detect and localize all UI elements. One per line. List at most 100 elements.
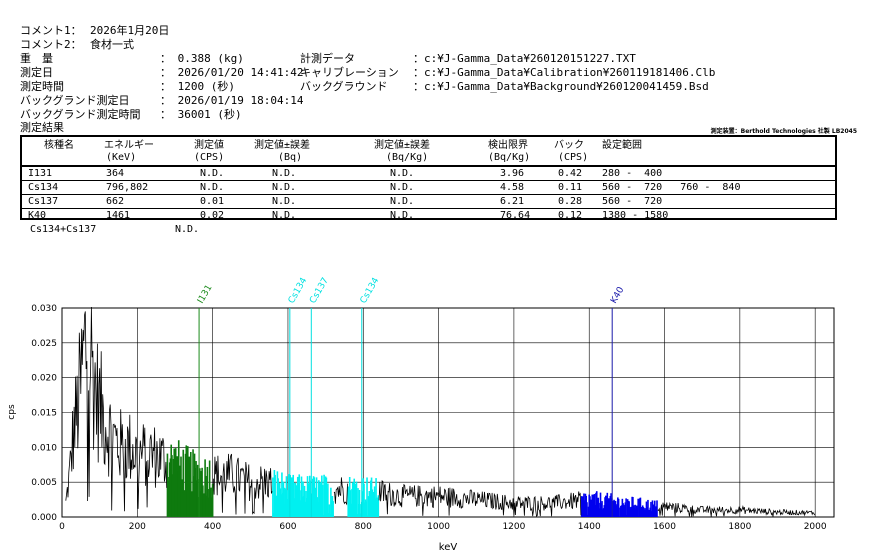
- bg-date-label: バックグランド測定日: [20, 94, 130, 107]
- x-tick-label: 2000: [804, 522, 827, 532]
- calibration-value: ：c:¥J-Gamma_Data¥Calibration¥26011918140…: [413, 66, 716, 79]
- header-energy: エネルギー: [104, 140, 154, 151]
- cell-nuclide: Cs134: [28, 182, 59, 193]
- results-label: 測定結果: [20, 121, 64, 134]
- y-tick-label: 0.030: [31, 304, 57, 314]
- sub-limit: (Bq/Kg): [488, 152, 531, 163]
- header-back: バック: [554, 140, 584, 151]
- results-table: 核種名 エネルギー 測定値 測定値±誤差 測定値±誤差 検出限界 バック 設定範…: [20, 135, 837, 222]
- bg-time-value: ： 36001 (秒): [160, 108, 242, 121]
- background-value: ：c:¥J-Gamma_Data¥Background¥260120041459…: [413, 80, 709, 93]
- grid: [62, 308, 834, 517]
- cell-cps: 0.01: [200, 196, 225, 207]
- y-tick-label: 0.005: [31, 478, 57, 488]
- bg-time-label: バックグランド測定時間: [20, 108, 141, 121]
- bg-date-value: ： 2026/01/19 18:04:14: [160, 94, 304, 107]
- table-row: Cs134 796,802 N.D. N.D. N.D. 4.58 0.11 5…: [22, 181, 835, 194]
- comment1-value: 2026年1月20日: [90, 24, 170, 37]
- device-label: 測定装置：Berthold Technologies 社製 LB2045: [710, 128, 857, 135]
- x-tick-label: 1200: [502, 522, 525, 532]
- cell-back: 0.12: [558, 210, 583, 221]
- marker-label: Cs137: [308, 276, 331, 305]
- x-tick-label: 1000: [427, 522, 450, 532]
- cell-limit: 4.58: [500, 182, 525, 193]
- cell-bqkg: N.D.: [390, 196, 415, 207]
- sub-energy: (KeV): [106, 152, 137, 163]
- header-bqkg: 測定値±誤差: [374, 140, 431, 151]
- header-cps: 測定値: [194, 140, 224, 151]
- x-tick-label: 0: [59, 522, 65, 532]
- marker-label: K40: [609, 285, 626, 305]
- x-axis-label: keV: [439, 542, 458, 553]
- sub-cps: (CPS): [194, 152, 225, 163]
- cell-limit: 3.96: [500, 168, 525, 179]
- marker-label: I131: [196, 283, 215, 305]
- cell-energy: 662: [106, 196, 125, 207]
- x-tick-label: 1800: [728, 522, 751, 532]
- marker-label: Cs134: [287, 276, 310, 306]
- header-bq: 測定値±誤差: [254, 140, 311, 151]
- y-tick-label: 0.025: [31, 339, 57, 349]
- table-header-row: 核種名 エネルギー 測定値 測定値±誤差 測定値±誤差 検出限界 バック 設定範…: [22, 139, 835, 152]
- cell-nuclide: I131: [28, 168, 53, 179]
- spectrum-line: [65, 306, 816, 517]
- cell-bq: N.D.: [272, 210, 297, 221]
- data-file-label: 計測データ: [300, 52, 355, 65]
- y-tick-label: 0.015: [31, 409, 57, 419]
- weight-value: ： 0.388 (kg): [160, 52, 244, 65]
- date-value: ： 2026/01/20 14:41:42: [160, 66, 304, 79]
- sub-bq: (Bq): [278, 152, 303, 163]
- cell-back: 0.11: [558, 182, 583, 193]
- cell-nuclide: K40: [28, 210, 47, 221]
- weight-label: 重 量: [20, 52, 53, 65]
- marker-label: Cs134: [359, 276, 382, 306]
- series: [65, 306, 816, 517]
- data-file-value: ：c:¥J-Gamma_Data¥260120151227.TXT: [413, 52, 636, 65]
- cell-back: 0.28: [558, 196, 583, 207]
- y-tick-label: 0.000: [31, 513, 57, 523]
- cell-cps: 0.02: [200, 210, 225, 221]
- cell-bq: N.D.: [272, 196, 297, 207]
- comment2-label: コメント2：: [20, 38, 82, 51]
- comment2-value: 食材一式: [90, 38, 134, 51]
- header-limit: 検出限界: [488, 140, 528, 151]
- comment1-label: コメント1：: [20, 24, 82, 37]
- date-label: 測定日: [20, 66, 53, 79]
- header-nuclide: 核種名: [44, 140, 74, 151]
- cell-range: 560 - 720: [602, 196, 663, 207]
- cell-range: 560 - 720 760 - 840: [602, 182, 741, 193]
- sub-back: (CPS): [558, 152, 589, 163]
- x-tick-label: 400: [204, 522, 221, 532]
- cell-bq: N.D.: [272, 182, 297, 193]
- table-row: Cs137 662 0.01 N.D. N.D. 6.21 0.28 560 -…: [22, 195, 835, 208]
- table-row: I131 364 N.D. N.D. N.D. 3.96 0.42 280 - …: [22, 167, 835, 180]
- x-tick-label: 800: [355, 522, 372, 532]
- cell-energy: 1461: [106, 210, 131, 221]
- cell-cps: N.D.: [200, 168, 225, 179]
- cell-bqkg: N.D.: [390, 168, 415, 179]
- cell-limit: 76.64: [500, 210, 531, 221]
- cell-nuclide: Cs137: [28, 196, 59, 207]
- x-tick-label: 200: [129, 522, 146, 532]
- x-tick-label: 600: [279, 522, 296, 532]
- cell-limit: 6.21: [500, 196, 525, 207]
- y-axis-label: cps: [7, 404, 17, 420]
- table-row: K40 1461 0.02 N.D. N.D. 76.64 0.12 1380 …: [22, 209, 835, 222]
- table-subheader-row: (KeV) (CPS) (Bq) (Bq/Kg) (Bq/Kg) (CPS): [22, 151, 835, 164]
- time-value: ： 1200 (秒): [160, 80, 235, 93]
- cell-energy: 364: [106, 168, 125, 179]
- x-tick-label: 1600: [653, 522, 676, 532]
- cell-back: 0.42: [558, 168, 583, 179]
- region-fills: [166, 440, 658, 517]
- header-range: 設定範囲: [602, 140, 642, 151]
- cell-cps: N.D.: [200, 182, 225, 193]
- cell-range: 1380 - 1580: [602, 210, 669, 221]
- x-tick-label: 1400: [578, 522, 601, 532]
- sum-label: Cs134+Cs137: [30, 224, 97, 235]
- calibration-label: キャリブレーション: [300, 66, 399, 79]
- cell-bq: N.D.: [272, 168, 297, 179]
- cell-range: 280 - 400: [602, 168, 663, 179]
- y-tick-label: 0.010: [31, 443, 57, 453]
- cell-energy: 796,802: [106, 182, 149, 193]
- tick-labels: 0 200 400 600 800 1000 1200 1400 1600 1800 2000 0.0…: [31, 304, 827, 532]
